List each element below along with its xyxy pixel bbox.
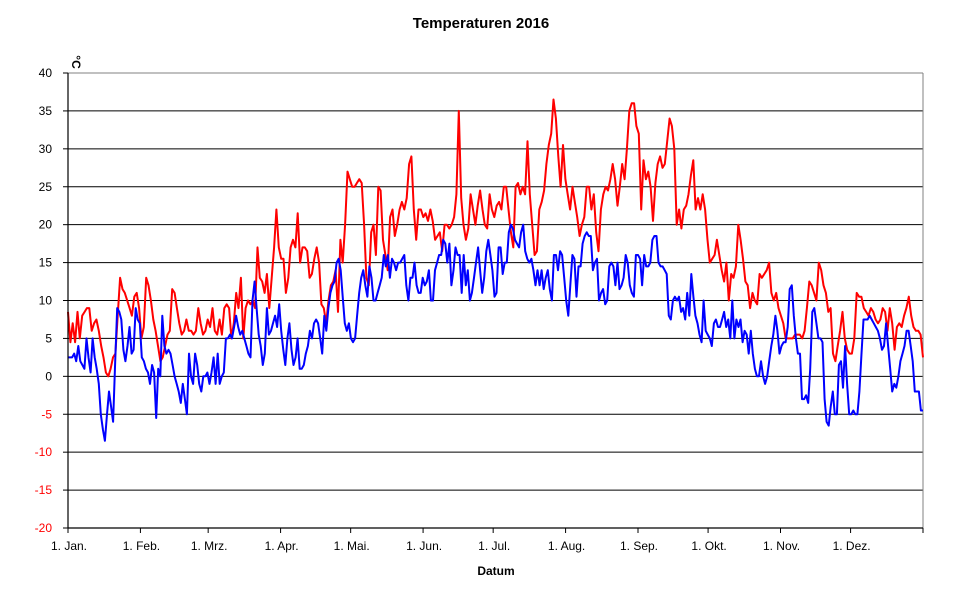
series-group	[67, 98, 924, 442]
x-tick-label: 1. Mrz.	[191, 539, 228, 553]
y-tick-label: -10	[35, 445, 53, 459]
y-tick-label: 15	[39, 256, 53, 270]
x-tick-label: 1. Jan.	[51, 539, 87, 553]
x-axis-ticks: 1. Jan. 1. Feb. 1. Mrz. 1. Apr. 1. Mai. 1. Ju…	[51, 528, 924, 553]
y-tick-label: 0	[45, 369, 52, 383]
y-tick-label: 40	[39, 66, 53, 80]
y-tick-label: 5	[45, 331, 52, 345]
x-tick-label: 1. Feb.	[123, 539, 160, 553]
gridlines	[68, 110, 923, 491]
x-tick-label: 1. Jul.	[478, 539, 510, 553]
y-tick-label: -15	[35, 483, 53, 497]
x-tick-label: 1. Dez.	[833, 539, 871, 553]
y-tick-label: 25	[39, 180, 53, 194]
x-tick-label: 1. Sep.	[620, 539, 658, 553]
series-line-max	[67, 98, 924, 378]
y-tick-label: 20	[39, 218, 53, 232]
x-tick-label: 1. Apr.	[265, 539, 299, 553]
x-tick-label: 1. Mai.	[334, 539, 370, 553]
x-tick-label: 1. Aug.	[548, 539, 585, 553]
y-tick-label: -20	[35, 521, 53, 535]
y-tick-label: -5	[41, 407, 52, 421]
x-axis-title: Datum	[477, 564, 514, 578]
y-axis-ticks: 40 35 30 25 20 15 10 5 0 -5 -10 -15 -20	[35, 66, 68, 535]
y-tick-label: 35	[39, 104, 53, 118]
x-tick-label: 1. Okt.	[691, 539, 726, 553]
y-axis-title: °C	[69, 55, 83, 69]
x-tick-label: 1. Nov.	[763, 539, 800, 553]
x-tick-label: 1. Jun.	[406, 539, 442, 553]
y-tick-label: 10	[39, 294, 53, 308]
chart-title: Temperaturen 2016	[413, 15, 549, 32]
y-tick-label: 30	[39, 142, 53, 156]
series-line-min	[68, 223, 923, 442]
